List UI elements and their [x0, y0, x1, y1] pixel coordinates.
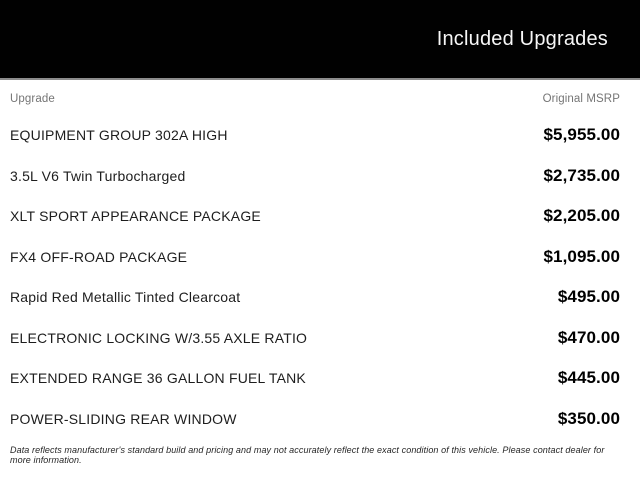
table-row: XLT SPORT APPEARANCE PACKAGE $2,205.00 [10, 196, 620, 237]
column-header-upgrade: Upgrade [10, 93, 55, 105]
upgrade-name: EXTENDED RANGE 36 GALLON FUEL TANK [10, 370, 306, 387]
upgrade-name: POWER-SLIDING REAR WINDOW [10, 410, 237, 427]
table-row: ELECTRONIC LOCKING W/3.55 AXLE RATIO $470… [10, 318, 620, 359]
upgrade-name: Rapid Red Metallic Tinted Clearcoat [10, 289, 241, 306]
upgrade-name: XLT SPORT APPEARANCE PACKAGE [10, 208, 261, 225]
upgrade-name: EQUIPMENT GROUP 302A HIGH [10, 127, 228, 144]
page-title: Included Upgrades [436, 27, 608, 50]
table-row: POWER-SLIDING REAR WINDOW $350.00 [10, 399, 620, 440]
upgrades-table: Upgrade Original MSRP EQUIPMENT GROUP 30… [0, 93, 640, 465]
table-row: 3.5L V6 Twin Turbocharged $2,735.00 [10, 156, 620, 197]
upgrade-original-msrp: $2,205.00 [543, 206, 620, 226]
table-rows: EQUIPMENT GROUP 302A HIGH $5,955.00 3.5L V… [10, 115, 620, 439]
upgrade-original-msrp: $1,095.00 [543, 246, 620, 266]
included-upgrades-header: Included Upgrades [0, 0, 640, 80]
upgrade-original-msrp: $470.00 [557, 327, 620, 347]
upgrade-original-msrp: $350.00 [557, 408, 620, 428]
table-row: FX4 OFF-ROAD PACKAGE $1,095.00 [10, 237, 620, 278]
upgrade-original-msrp: $445.00 [557, 368, 620, 388]
table-column-headers: Upgrade Original MSRP [10, 93, 620, 107]
table-row: EQUIPMENT GROUP 302A HIGH $5,955.00 [10, 115, 620, 156]
table-row: Rapid Red Metallic Tinted Clearcoat $495.… [10, 277, 620, 318]
upgrade-name: FX4 OFF-ROAD PACKAGE [10, 248, 188, 265]
upgrade-name: 3.5L V6 Twin Turbocharged [10, 167, 186, 184]
table-row: EXTENDED RANGE 36 GALLON FUEL TANK $445.0… [10, 358, 620, 399]
upgrade-name: ELECTRONIC LOCKING W/3.55 AXLE RATIO [10, 329, 308, 346]
disclaimer-text: Data reflects manufacturer's standard bu… [10, 445, 605, 465]
upgrade-original-msrp: $5,955.00 [543, 125, 620, 145]
upgrade-original-msrp: $495.00 [557, 287, 620, 307]
column-header-original-msrp: Original MSRP [542, 93, 620, 105]
upgrade-original-msrp: $2,735.00 [543, 165, 620, 185]
